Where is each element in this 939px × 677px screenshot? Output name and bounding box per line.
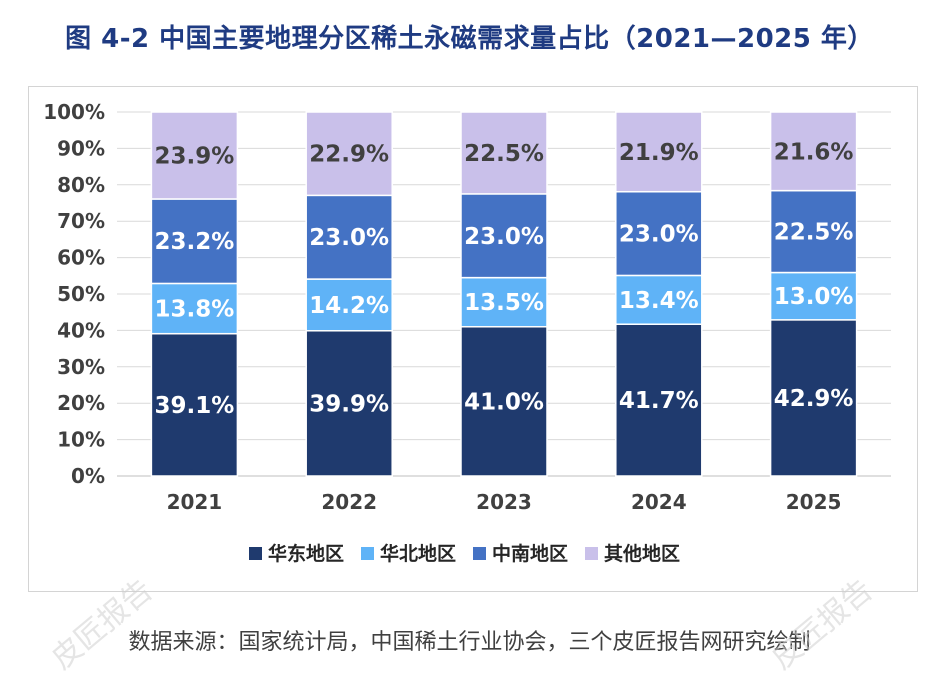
y-tick-label: 50%: [57, 282, 105, 306]
bar-segment: [150, 111, 239, 200]
x-tick-label: 2022: [321, 490, 377, 514]
x-tick-label: 2025: [786, 490, 842, 514]
x-tick-label: 2021: [167, 490, 223, 514]
data-label: 41.0%: [464, 389, 544, 415]
legend-label: 华东地区: [268, 542, 344, 565]
bar-segment: [150, 198, 239, 285]
bar-segment: [460, 276, 548, 328]
data-source-note: 数据来源：国家统计局，中国稀土行业协会，三个皮匠报告网研究绘制: [128, 630, 811, 655]
legend-swatch: [249, 547, 262, 560]
bar-segment: [305, 111, 393, 197]
data-label: 23.0%: [619, 222, 699, 248]
y-tick-label: 80%: [57, 173, 105, 197]
bar-segment: [305, 330, 393, 477]
bar-segment: [460, 193, 548, 279]
y-tick-label: 10%: [57, 428, 105, 452]
data-label: 21.6%: [774, 139, 854, 165]
bar-segment: [150, 332, 239, 477]
y-tick-label: 0%: [71, 464, 105, 488]
bar-segment: [460, 111, 548, 195]
legend-label: 华北地区: [380, 542, 456, 565]
data-label: 13.0%: [774, 284, 854, 310]
legend-label: 其他地区: [604, 542, 680, 565]
x-tick-label: 2023: [476, 490, 532, 514]
y-tick-label: 70%: [57, 209, 105, 233]
data-label: 39.1%: [155, 393, 235, 419]
bar-segment: [615, 190, 703, 277]
chart-title: 图 4-2 中国主要地理分区稀土永磁需求量占比（2021—2025 年）: [65, 24, 874, 54]
data-label: 23.0%: [309, 225, 389, 251]
legend-swatch: [361, 547, 374, 560]
data-label: 41.7%: [619, 388, 699, 414]
y-tick-label: 30%: [57, 355, 105, 379]
bar-segment: [769, 271, 858, 321]
data-label: 22.9%: [309, 142, 389, 168]
bar-segment: [769, 189, 858, 274]
data-label: 21.9%: [619, 140, 699, 166]
bar-segment: [615, 111, 703, 193]
data-label: 42.9%: [774, 386, 854, 412]
data-label: 39.9%: [309, 391, 389, 417]
y-tick-label: 90%: [57, 136, 105, 160]
bar-segment: [150, 282, 239, 335]
data-label: 13.8%: [155, 297, 235, 323]
legend-swatch: [473, 547, 486, 560]
data-label: 23.9%: [155, 143, 235, 169]
legend-swatch: [585, 547, 598, 560]
bar-segment: [615, 323, 703, 477]
data-label: 13.5%: [464, 290, 544, 316]
legend-label: 中南地区: [492, 542, 568, 565]
x-tick-label: 2024: [631, 490, 687, 514]
data-label: 22.5%: [464, 141, 544, 167]
data-label: 23.0%: [464, 224, 544, 250]
bar-segment: [460, 326, 548, 477]
data-label: 14.2%: [309, 293, 389, 319]
y-tick-label: 20%: [57, 391, 105, 415]
chart-container: 0% 10% 20% 30% 40% 50% 60% 70% 80% 90% 100% 39.1% 13…: [28, 86, 918, 592]
data-label: 13.4%: [619, 288, 699, 314]
y-tick-label: 40%: [57, 318, 105, 342]
data-label: 23.2%: [155, 229, 235, 255]
data-label: 22.5%: [774, 220, 854, 246]
bar-segment: [769, 111, 858, 192]
stacked-bar-chart: 0% 10% 20% 30% 40% 50% 60% 70% 80% 90% 100% 39.1% 13…: [43, 100, 891, 565]
y-tick-label: 60%: [57, 246, 105, 270]
y-tick-label: 100%: [43, 100, 105, 124]
